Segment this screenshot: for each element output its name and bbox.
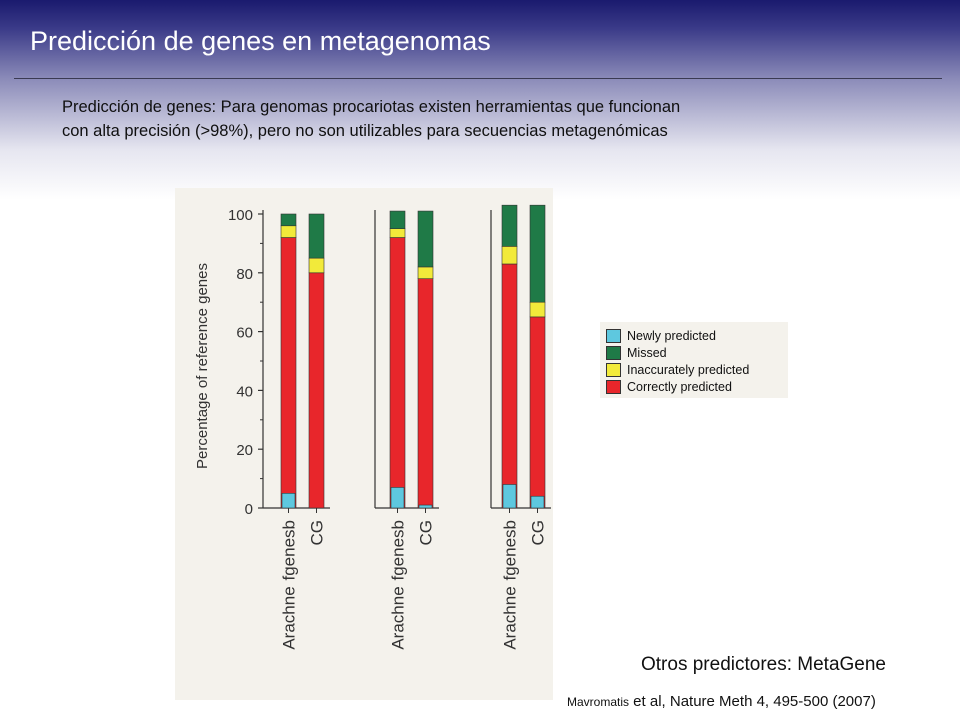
bar-segment-newly <box>281 492 296 509</box>
bar-segment-inaccurate <box>529 301 546 318</box>
bar-segment-correct <box>417 278 434 509</box>
x-category-label: fgenesb <box>280 520 299 581</box>
y-tick-label: 80 <box>236 266 253 283</box>
intro-line-2: con alta precisión (>98%), pero no son u… <box>62 122 668 140</box>
legend-item-inaccurate: Inaccurately predicted <box>606 362 749 378</box>
bar-segment-newly <box>502 484 517 509</box>
legend-swatch <box>606 346 621 360</box>
legend-item-correct: Correctly predicted <box>606 379 732 395</box>
bar-segment-correct <box>501 263 518 509</box>
other-predictors-note: Otros predictores: MetaGene <box>641 654 886 675</box>
bar-segment-missed <box>417 210 434 268</box>
citation-reference: et al, Nature Meth 4, 495-500 (2007) <box>629 693 876 710</box>
legend-item-missed: Missed <box>606 345 667 361</box>
x-category-label: fgenesb <box>501 520 520 581</box>
y-tick-label: 40 <box>236 383 253 400</box>
x-category-label: CG <box>417 520 436 546</box>
y-axis-label: Percentage of reference genes <box>194 263 211 469</box>
legend-label: Missed <box>627 346 667 360</box>
intro-line-1: Predicción de genes: Para genomas procar… <box>62 98 681 116</box>
group-label: Arachne <box>389 586 408 649</box>
legend-swatch <box>606 329 621 343</box>
bar-segment-newly <box>530 495 545 509</box>
y-tick-label: 100 <box>228 207 253 224</box>
bar-segment-missed <box>308 213 325 259</box>
group-label: Arachne <box>501 586 520 649</box>
bar-segment-inaccurate <box>389 228 406 238</box>
bar-segment-missed <box>389 210 406 229</box>
legend-label: Newly predicted <box>627 329 716 343</box>
bar-segment-missed <box>501 204 518 247</box>
bar-segment-correct <box>529 316 546 509</box>
chart-figure: Percentage of reference genes 0 20 40 60 80 10… <box>175 188 553 700</box>
bar-segment-missed <box>529 204 546 303</box>
legend-item-newly: Newly predicted <box>606 328 716 344</box>
y-tick-label: 60 <box>236 325 253 342</box>
legend-swatch <box>606 363 621 377</box>
bar-segment-newly <box>418 504 433 509</box>
intro-text: Predicción de genes: Para genomas procar… <box>62 95 902 143</box>
citation: Mavromatis et al, Nature Meth 4, 495-500… <box>567 693 876 710</box>
bar-segment-inaccurate <box>501 246 518 265</box>
stacked-bar-chart: Percentage of reference genes 0 20 40 60 80 10… <box>194 204 551 650</box>
legend-label: Inaccurately predicted <box>627 363 750 377</box>
bar-segment-inaccurate <box>280 225 297 238</box>
chart-legend: Newly predicted Missed Inaccurately predic… <box>600 322 788 398</box>
legend-swatch <box>606 380 621 394</box>
x-category-label: CG <box>308 520 327 546</box>
slide-title: Predicción de genes en metagenomas <box>30 26 491 56</box>
group-label: Arachne <box>280 586 299 649</box>
x-category-label: fgenesb <box>389 520 408 581</box>
bar-segment-correct <box>280 237 297 509</box>
bar-segment-missed <box>280 213 297 227</box>
y-tick-label: 20 <box>236 442 253 459</box>
y-tick-label: 0 <box>245 501 253 518</box>
title-divider <box>14 78 942 79</box>
legend-label: Correctly predicted <box>627 380 732 394</box>
bar-segment-inaccurate <box>417 266 434 279</box>
bar-segment-correct <box>308 272 325 509</box>
bar-segment-correct <box>389 237 406 509</box>
citation-author: Mavromatis <box>567 695 630 709</box>
bar-segment-newly <box>390 487 405 509</box>
bar-segment-inaccurate <box>308 257 325 274</box>
x-category-label: CG <box>529 520 548 546</box>
